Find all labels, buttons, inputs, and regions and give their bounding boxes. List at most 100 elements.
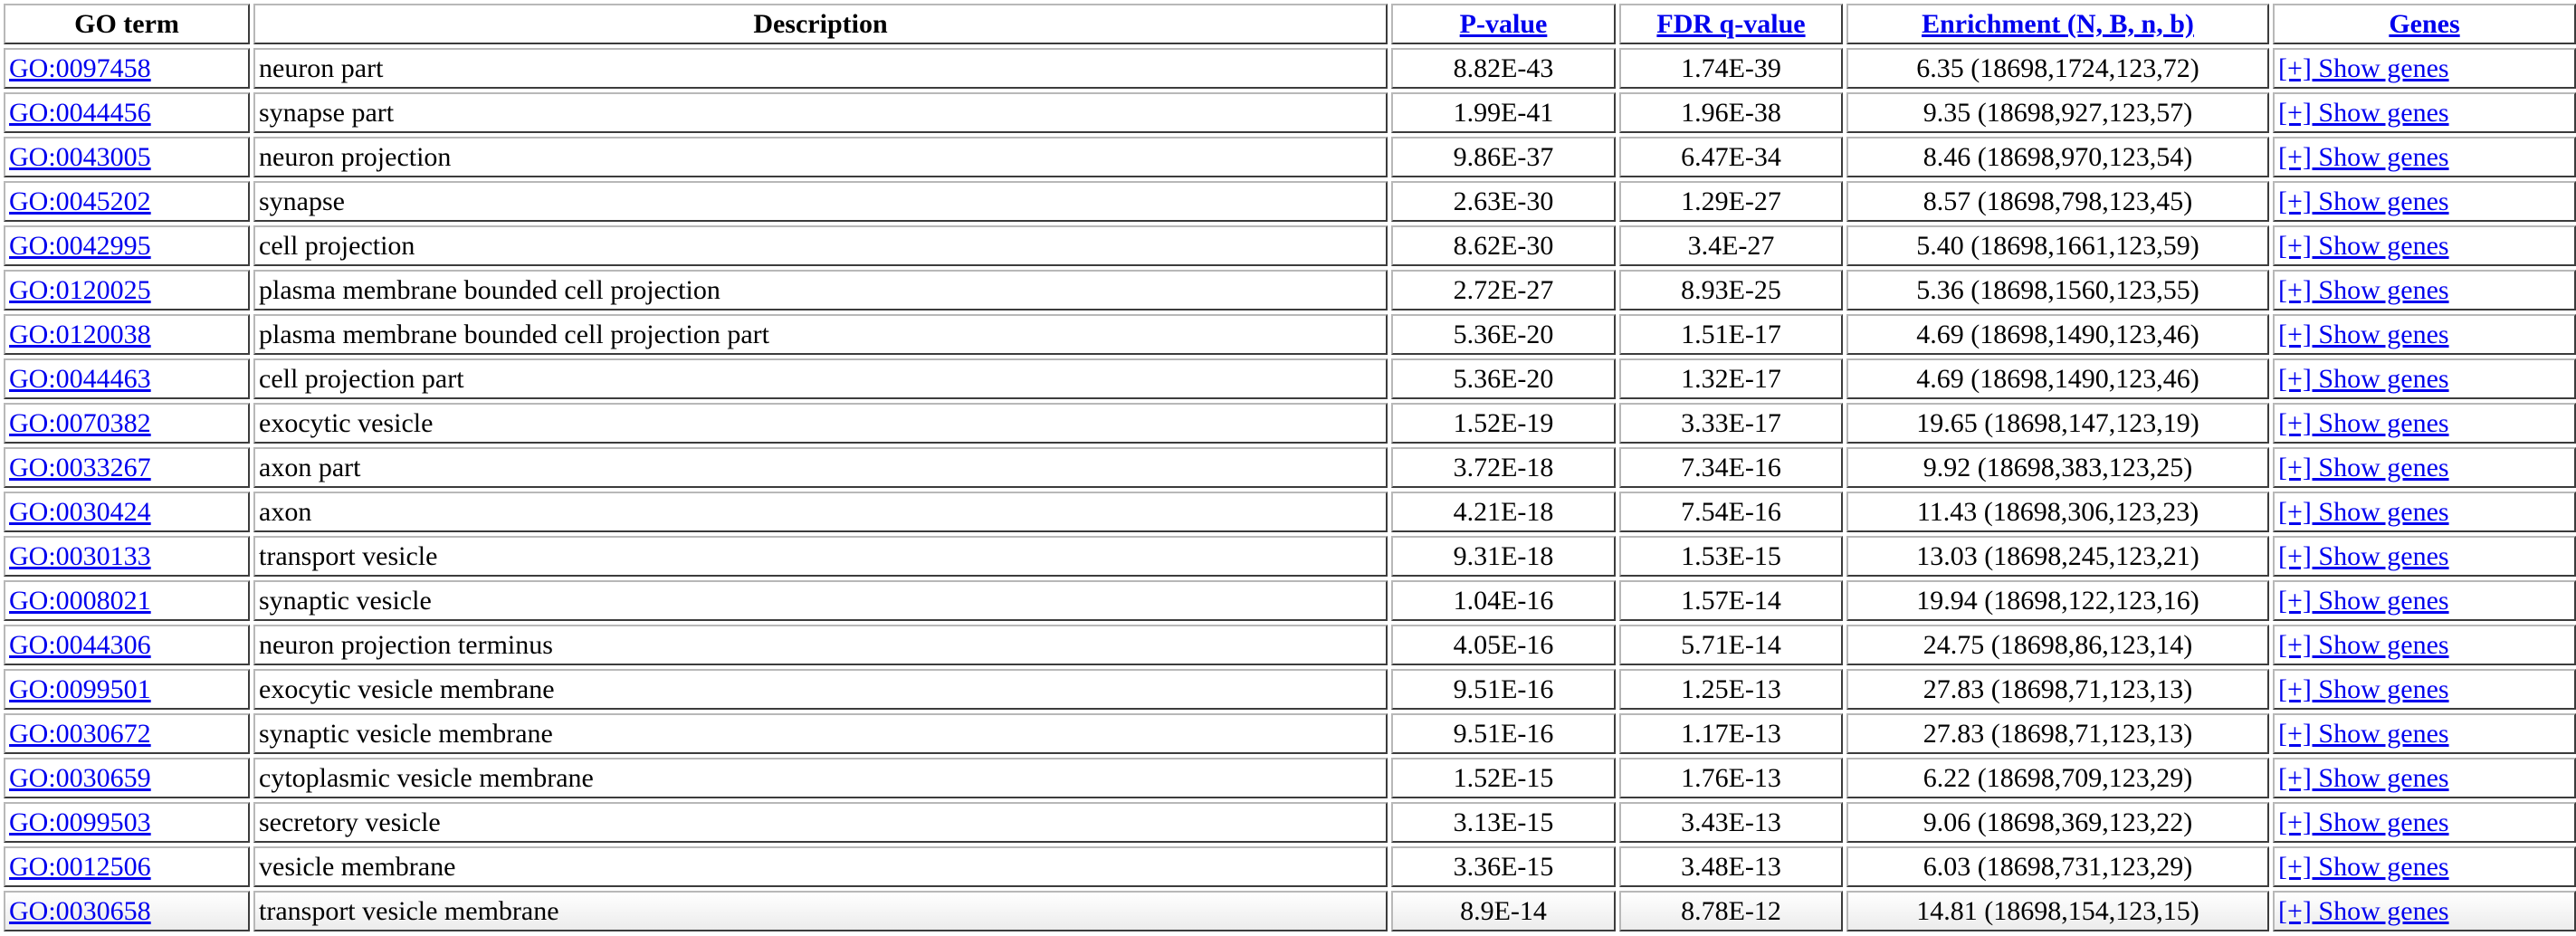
- go-term-cell[interactable]: GO:0030672: [4, 713, 250, 754]
- show-genes-link[interactable]: [+] Show genes: [2278, 674, 2449, 704]
- go-term-cell[interactable]: GO:0099503: [4, 802, 250, 843]
- genes-cell[interactable]: [+] Show genes: [2273, 181, 2576, 222]
- show-genes-link[interactable]: [+] Show genes: [2278, 231, 2449, 261]
- go-term-cell[interactable]: GO:0044456: [4, 92, 250, 133]
- go-term-link[interactable]: GO:0044456: [9, 98, 151, 128]
- genes-cell[interactable]: [+] Show genes: [2273, 48, 2576, 89]
- enrichment-cell: 11.43 (18698,306,123,23): [1846, 492, 2269, 532]
- header-fdr[interactable]: FDR q-value: [1619, 4, 1843, 44]
- go-term-cell[interactable]: GO:0044306: [4, 625, 250, 665]
- go-term-link[interactable]: GO:0120025: [9, 275, 151, 305]
- show-genes-link[interactable]: [+] Show genes: [2278, 497, 2449, 527]
- genes-cell[interactable]: [+] Show genes: [2273, 802, 2576, 843]
- go-term-cell[interactable]: GO:0044463: [4, 358, 250, 399]
- go-term-link[interactable]: GO:0120038: [9, 320, 151, 349]
- go-term-link[interactable]: GO:0030672: [9, 719, 151, 749]
- genes-cell[interactable]: [+] Show genes: [2273, 580, 2576, 621]
- show-genes-link[interactable]: [+] Show genes: [2278, 53, 2449, 83]
- go-term-link[interactable]: GO:0099501: [9, 674, 151, 704]
- show-genes-link[interactable]: [+] Show genes: [2278, 719, 2449, 749]
- go-term-link[interactable]: GO:0030658: [9, 896, 151, 926]
- table-row: GO:0044306 neuron projection terminus 4.05…: [4, 625, 2576, 665]
- pvalue-text: 1.52E-15: [1453, 763, 1554, 793]
- header-genes[interactable]: Genes: [2273, 4, 2576, 44]
- genes-cell[interactable]: [+] Show genes: [2273, 536, 2576, 577]
- sort-fdr-link[interactable]: FDR q-value: [1656, 9, 1806, 39]
- genes-cell[interactable]: [+] Show genes: [2273, 492, 2576, 532]
- genes-cell[interactable]: [+] Show genes: [2273, 92, 2576, 133]
- show-genes-link[interactable]: [+] Show genes: [2278, 807, 2449, 837]
- go-term-cell[interactable]: GO:0042995: [4, 225, 250, 266]
- show-genes-link[interactable]: [+] Show genes: [2278, 453, 2449, 482]
- show-genes-link[interactable]: [+] Show genes: [2278, 320, 2449, 349]
- go-term-cell[interactable]: GO:0012506: [4, 846, 250, 887]
- go-term-cell[interactable]: GO:0030658: [4, 891, 250, 931]
- table-row: GO:0012506 vesicle membrane 3.36E-15 3.48E-…: [4, 846, 2576, 887]
- go-term-cell[interactable]: GO:0097458: [4, 48, 250, 89]
- go-term-cell[interactable]: GO:0030424: [4, 492, 250, 532]
- go-term-link[interactable]: GO:0045202: [9, 186, 151, 216]
- go-term-link[interactable]: GO:0042995: [9, 231, 151, 261]
- pvalue-cell: 5.36E-20: [1391, 358, 1616, 399]
- genes-cell[interactable]: [+] Show genes: [2273, 758, 2576, 798]
- go-term-link[interactable]: GO:0044463: [9, 364, 151, 394]
- go-term-link[interactable]: GO:0033267: [9, 453, 151, 482]
- show-genes-link[interactable]: [+] Show genes: [2278, 896, 2449, 926]
- genes-cell[interactable]: [+] Show genes: [2273, 846, 2576, 887]
- genes-cell[interactable]: [+] Show genes: [2273, 403, 2576, 444]
- show-genes-link[interactable]: [+] Show genes: [2278, 586, 2449, 616]
- go-term-cell[interactable]: GO:0120038: [4, 314, 250, 355]
- show-genes-link[interactable]: [+] Show genes: [2278, 186, 2449, 216]
- go-term-link[interactable]: GO:0070382: [9, 408, 151, 438]
- genes-cell[interactable]: [+] Show genes: [2273, 137, 2576, 177]
- enrichment-text: 9.92 (18698,383,123,25): [1922, 453, 2193, 482]
- genes-cell[interactable]: [+] Show genes: [2273, 447, 2576, 488]
- go-term-cell[interactable]: GO:0043005: [4, 137, 250, 177]
- go-term-cell[interactable]: GO:0030133: [4, 536, 250, 577]
- enrichment-cell: 8.57 (18698,798,123,45): [1846, 181, 2269, 222]
- go-term-cell[interactable]: GO:0030659: [4, 758, 250, 798]
- go-term-cell[interactable]: GO:0070382: [4, 403, 250, 444]
- show-genes-link[interactable]: [+] Show genes: [2278, 541, 2449, 571]
- go-term-link[interactable]: GO:0008021: [9, 586, 151, 616]
- genes-cell[interactable]: [+] Show genes: [2273, 270, 2576, 310]
- genes-cell[interactable]: [+] Show genes: [2273, 314, 2576, 355]
- enrichment-text: 27.83 (18698,71,123,13): [1922, 674, 2193, 704]
- show-genes-link[interactable]: [+] Show genes: [2278, 763, 2449, 793]
- genes-cell[interactable]: [+] Show genes: [2273, 669, 2576, 710]
- genes-cell[interactable]: [+] Show genes: [2273, 225, 2576, 266]
- fdr-cell: 7.34E-16: [1619, 447, 1843, 488]
- sort-enrichment-link[interactable]: Enrichment (N, B, n, b): [1922, 9, 2194, 39]
- go-term-link[interactable]: GO:0012506: [9, 852, 151, 882]
- go-term-cell[interactable]: GO:0099501: [4, 669, 250, 710]
- go-term-link[interactable]: GO:0030133: [9, 541, 151, 571]
- show-genes-link[interactable]: [+] Show genes: [2278, 98, 2449, 128]
- show-genes-link[interactable]: [+] Show genes: [2278, 630, 2449, 660]
- sort-genes-link[interactable]: Genes: [2389, 9, 2460, 39]
- go-term-link[interactable]: GO:0030424: [9, 497, 151, 527]
- go-term-cell[interactable]: GO:0008021: [4, 580, 250, 621]
- sort-pvalue-link[interactable]: P-value: [1459, 9, 1548, 39]
- show-genes-link[interactable]: [+] Show genes: [2278, 364, 2449, 394]
- fdr-cell: 1.51E-17: [1619, 314, 1843, 355]
- go-term-link[interactable]: GO:0097458: [9, 53, 151, 83]
- go-term-link[interactable]: GO:0044306: [9, 630, 151, 660]
- header-pvalue[interactable]: P-value: [1391, 4, 1616, 44]
- go-term-link[interactable]: GO:0030659: [9, 763, 151, 793]
- fdr-cell: 1.29E-27: [1619, 181, 1843, 222]
- go-term-cell[interactable]: GO:0033267: [4, 447, 250, 488]
- genes-cell[interactable]: [+] Show genes: [2273, 891, 2576, 931]
- header-enrichment[interactable]: Enrichment (N, B, n, b): [1846, 4, 2269, 44]
- go-term-cell[interactable]: GO:0045202: [4, 181, 250, 222]
- go-term-cell[interactable]: GO:0120025: [4, 270, 250, 310]
- go-term-link[interactable]: GO:0043005: [9, 142, 151, 172]
- description-text: exocytic vesicle: [259, 408, 434, 438]
- show-genes-link[interactable]: [+] Show genes: [2278, 408, 2449, 438]
- genes-cell[interactable]: [+] Show genes: [2273, 358, 2576, 399]
- show-genes-link[interactable]: [+] Show genes: [2278, 275, 2449, 305]
- genes-cell[interactable]: [+] Show genes: [2273, 625, 2576, 665]
- genes-cell[interactable]: [+] Show genes: [2273, 713, 2576, 754]
- show-genes-link[interactable]: [+] Show genes: [2278, 852, 2449, 882]
- go-term-link[interactable]: GO:0099503: [9, 807, 151, 837]
- show-genes-link[interactable]: [+] Show genes: [2278, 142, 2449, 172]
